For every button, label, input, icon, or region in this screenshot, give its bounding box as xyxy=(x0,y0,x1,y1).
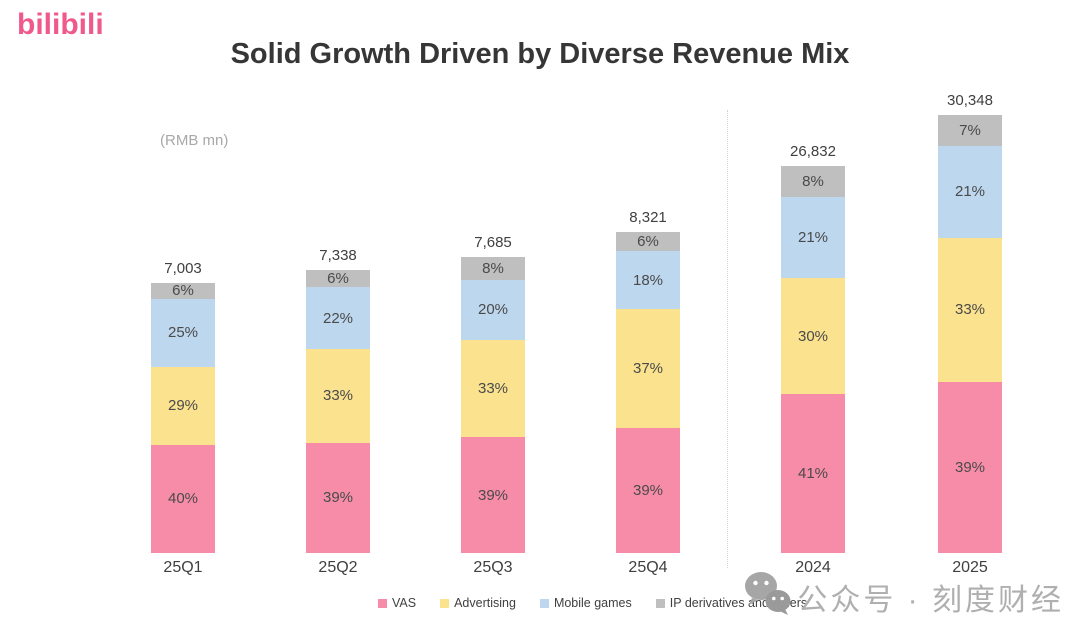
stacked-bar-25Q3: 39% 33% 20% 8% 7,685 xyxy=(461,234,525,553)
segment-vas-2025: 39% xyxy=(938,382,1002,553)
segment-percent-label: 6% xyxy=(637,233,659,251)
segment-percent-label: 21% xyxy=(797,228,829,246)
segment-advertising-2024: 30% xyxy=(781,278,845,395)
legend-swatch-vas xyxy=(378,598,387,608)
segment-percent-label: 8% xyxy=(482,259,504,277)
segment-percent-label: 29% xyxy=(167,397,199,415)
segment-percent-label: 37% xyxy=(632,359,664,377)
bar-total-label: 7,685 xyxy=(474,233,512,251)
category-label-2025: 2025 xyxy=(952,559,988,576)
segment-ip-derivatives-and-others-2025: 7% xyxy=(938,115,1002,146)
page-title: Solid Growth Driven by Diverse Revenue M… xyxy=(230,38,850,70)
category-label-25Q2: 25Q2 xyxy=(318,559,358,576)
segment-advertising-25Q4: 37% xyxy=(616,309,680,428)
segment-percent-label: 20% xyxy=(477,301,509,319)
segment-percent-label: 39% xyxy=(632,481,664,499)
legend-label: Mobile games xyxy=(553,596,632,610)
segment-percent-label: 39% xyxy=(954,459,986,477)
legend-swatch-ip-derivatives-and-others xyxy=(655,598,665,608)
segment-ip-derivatives-and-others-25Q3: 8% xyxy=(461,256,525,281)
segment-advertising-25Q2: 33% xyxy=(306,349,370,443)
segment-vas-25Q4: 39% xyxy=(616,427,680,553)
segment-percent-label: 40% xyxy=(167,490,199,508)
bar-total-label: 8,321 xyxy=(629,208,667,226)
watermark-text: 公众号 · 刻度财经 xyxy=(797,584,1064,617)
segment-percent-label: 39% xyxy=(322,489,354,507)
segment-percent-label: 41% xyxy=(797,465,829,483)
legend-swatch-mobile-games xyxy=(539,598,549,608)
segment-percent-label: 21% xyxy=(954,183,986,201)
segment-ip-derivatives-and-others-2024: 8% xyxy=(781,165,845,197)
segment-mobile-games-2025: 21% xyxy=(938,145,1002,238)
legend-item-vas: VAS xyxy=(378,596,416,610)
stacked-bar-25Q2: 39% 33% 22% 6% 7,338 xyxy=(306,247,370,553)
axis-unit-label: (RMB mn) xyxy=(160,132,229,149)
segment-vas-2024: 41% xyxy=(781,394,845,553)
segment-percent-label: 6% xyxy=(327,269,349,287)
segment-percent-label: 39% xyxy=(477,486,509,504)
category-label-25Q4: 25Q4 xyxy=(628,559,668,576)
bar-total-label: 26,832 xyxy=(790,142,836,160)
segment-vas-25Q3: 39% xyxy=(461,437,525,553)
segment-percent-label: 7% xyxy=(959,121,981,139)
bar-total-label: 7,338 xyxy=(319,246,357,264)
segment-percent-label: 30% xyxy=(797,327,829,345)
stacked-bar-2025: 39% 33% 21% 7% 30,348 xyxy=(938,92,1002,553)
legend-label: Advertising xyxy=(454,596,516,610)
bar-total-label: 30,348 xyxy=(947,92,993,110)
bilibili-logo: bilibili xyxy=(17,8,104,41)
segment-mobile-games-25Q2: 22% xyxy=(306,286,370,350)
segment-ip-derivatives-and-others-25Q2: 6% xyxy=(306,269,370,287)
category-label-25Q1: 25Q1 xyxy=(163,559,203,576)
segment-ip-derivatives-and-others-25Q1: 6% xyxy=(151,282,215,300)
legend-item-mobile-games: Mobile games xyxy=(539,596,632,610)
bar-total-label: 7,003 xyxy=(164,259,202,277)
segment-vas-25Q1: 40% xyxy=(151,444,215,553)
segment-percent-label: 18% xyxy=(632,271,664,289)
segment-advertising-2025: 33% xyxy=(938,237,1002,383)
segment-percent-label: 33% xyxy=(322,387,354,405)
segment-percent-label: 33% xyxy=(477,379,509,397)
segment-percent-label: 8% xyxy=(802,172,824,190)
segment-advertising-25Q1: 29% xyxy=(151,366,215,445)
category-label-2024: 2024 xyxy=(795,559,831,576)
segment-percent-label: 22% xyxy=(322,309,354,327)
segment-mobile-games-25Q3: 20% xyxy=(461,280,525,340)
segment-percent-label: 6% xyxy=(172,282,194,300)
segment-percent-label: 25% xyxy=(167,324,199,342)
segment-ip-derivatives-and-others-25Q4: 6% xyxy=(616,232,680,252)
stacked-bar-25Q1: 40% 29% 25% 6% 7,003 xyxy=(151,260,215,553)
segment-mobile-games-25Q4: 18% xyxy=(616,251,680,310)
group-divider xyxy=(727,110,728,568)
segment-mobile-games-25Q1: 25% xyxy=(151,299,215,367)
watermark: 公众号 · 刻度财经 xyxy=(741,568,1064,626)
segment-vas-25Q2: 39% xyxy=(306,442,370,553)
segment-advertising-25Q3: 33% xyxy=(461,339,525,438)
segment-percent-label: 33% xyxy=(954,301,986,319)
legend-label: VAS xyxy=(392,596,417,610)
legend-item-advertising: Advertising xyxy=(440,596,516,610)
segment-mobile-games-2024: 21% xyxy=(781,196,845,279)
stacked-bar-2024: 41% 30% 21% 8% 26,832 xyxy=(781,143,845,553)
wechat-icon xyxy=(741,568,793,626)
category-label-25Q3: 25Q3 xyxy=(473,559,513,576)
legend-swatch-advertising xyxy=(440,598,450,608)
stacked-bar-25Q4: 39% 37% 18% 6% 8,321 xyxy=(616,209,680,553)
